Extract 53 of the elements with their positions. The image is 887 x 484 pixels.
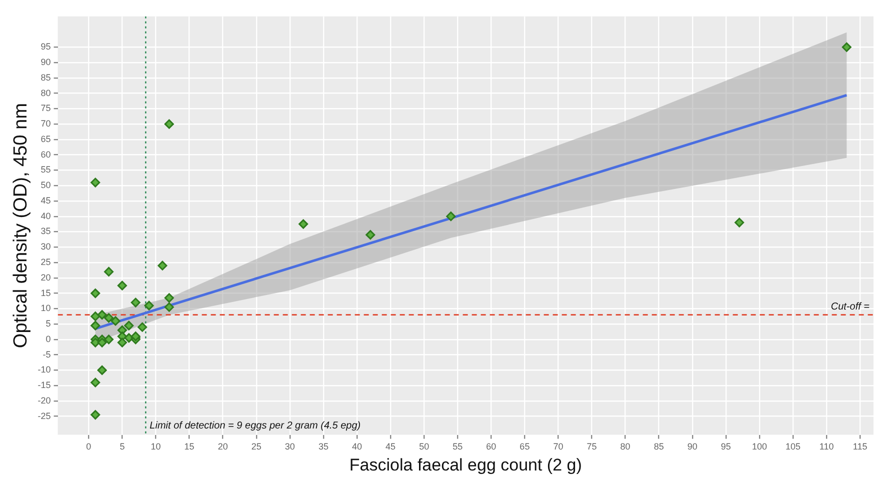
y-tick-label: 50 — [40, 180, 51, 190]
x-tick-label: 115 — [852, 442, 868, 452]
x-tick-label: 100 — [752, 442, 767, 452]
x-tick-label: 80 — [620, 442, 630, 452]
x-axis-title: Fasciola faecal egg count (2 g) — [349, 455, 582, 474]
y-tick-label: 35 — [40, 226, 51, 236]
x-tick-label: 20 — [218, 442, 228, 452]
x-tick-label: 90 — [687, 442, 698, 452]
x-tick-label: 75 — [586, 442, 597, 452]
y-tick-label: -20 — [38, 395, 51, 406]
y-tick-label: 45 — [40, 195, 51, 206]
y-tick-label: -10 — [38, 364, 51, 375]
x-tick-label: 110 — [819, 442, 834, 452]
y-tick-label: -25 — [38, 410, 51, 421]
x-tick-label: 105 — [785, 442, 801, 452]
y-tick-label: 90 — [40, 57, 51, 68]
x-tick-label: 30 — [284, 442, 295, 452]
y-tick-label: 85 — [40, 72, 51, 82]
y-tick-label: 60 — [40, 149, 51, 160]
y-tick-label: 5 — [46, 318, 51, 329]
y-tick-label: 65 — [40, 134, 51, 144]
x-tick-label: 10 — [150, 442, 161, 452]
y-tick-label: 0 — [46, 334, 51, 344]
y-tick-label: 15 — [40, 288, 51, 298]
y-tick-label: 95 — [40, 42, 51, 52]
y-tick-label: -5 — [42, 349, 51, 360]
y-axis-title: Optical density (OD), 450 nm — [10, 103, 32, 348]
ref-line-label: Cut-off = — [830, 302, 870, 313]
x-tick-label: 55 — [452, 442, 463, 452]
y-tick-label: 80 — [40, 88, 51, 98]
x-tick-label: 60 — [486, 442, 496, 452]
y-tick-label: 55 — [40, 164, 51, 175]
x-tick-label: 45 — [386, 442, 396, 452]
x-tick-label: 25 — [251, 442, 262, 452]
x-tick-label: 35 — [318, 442, 328, 452]
y-tick-label: 10 — [40, 303, 51, 314]
ref-line-label: Limit of detection = 9 eggs per 2 gram (4.5 epg) — [150, 420, 361, 432]
x-tick-label: 70 — [553, 442, 564, 452]
x-tick-label: 0 — [86, 442, 92, 452]
y-tick-label: 70 — [40, 118, 51, 129]
y-tick-label: 40 — [40, 210, 51, 221]
y-tick-label: 30 — [40, 242, 51, 252]
y-tick-label: 20 — [40, 272, 51, 282]
x-tick-label: 40 — [352, 442, 362, 452]
y-tick-label: 75 — [40, 103, 51, 114]
x-tick-label: 95 — [720, 442, 731, 452]
x-tick-label: 85 — [654, 442, 664, 452]
x-tick-label: 5 — [120, 442, 125, 452]
x-tick-label: 50 — [419, 442, 430, 452]
x-tick-label: 65 — [520, 442, 530, 452]
y-tick-label: -15 — [38, 380, 51, 390]
x-tick-label: 15 — [184, 442, 194, 452]
y-tick-label: 25 — [40, 257, 51, 267]
